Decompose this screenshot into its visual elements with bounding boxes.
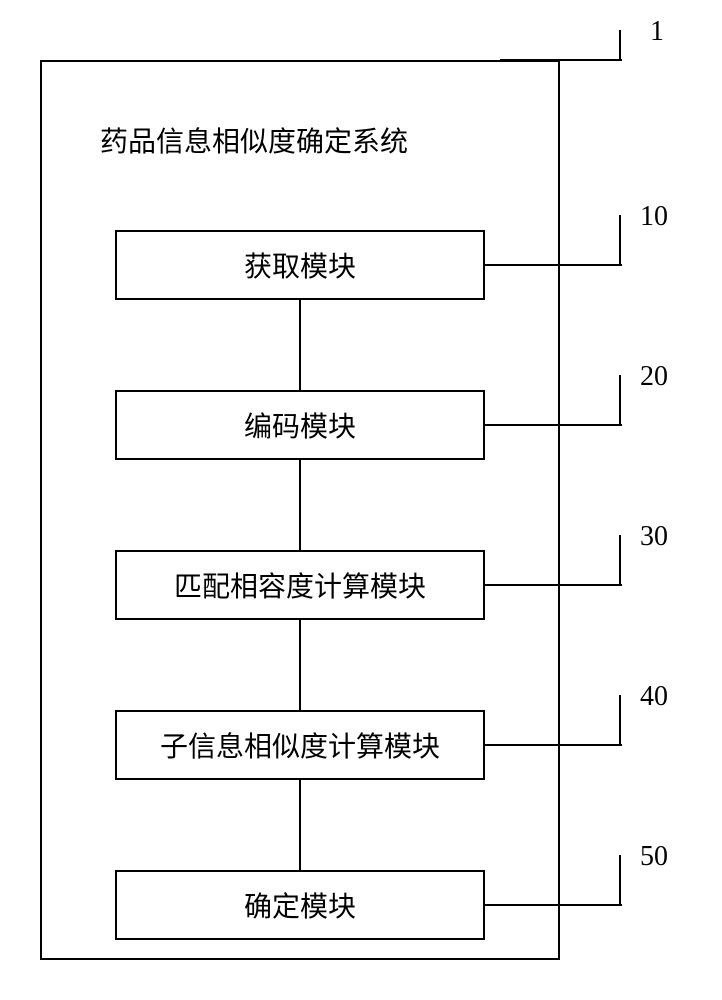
leader-line — [619, 855, 621, 905]
module-node: 获取模块 — [115, 230, 485, 300]
module-label: 获取模块 — [244, 245, 356, 285]
reference-number: 10 — [640, 201, 668, 233]
reference-number: 30 — [640, 521, 668, 553]
reference-number: 50 — [640, 841, 668, 873]
module-node: 子信息相似度计算模块 — [115, 710, 485, 780]
connector-line — [299, 300, 301, 390]
reference-number: 20 — [640, 361, 668, 393]
module-label: 子信息相似度计算模块 — [160, 725, 440, 765]
module-node: 匹配相容度计算模块 — [115, 550, 485, 620]
leader-line — [485, 424, 622, 426]
connector-line — [299, 620, 301, 710]
diagram-canvas: 药品信息相似度确定系统获取模块编码模块匹配相容度计算模块子信息相似度计算模块确定… — [0, 0, 722, 1000]
module-node: 编码模块 — [115, 390, 485, 460]
leader-line — [485, 264, 622, 266]
leader-line — [485, 904, 622, 906]
leader-line — [619, 695, 621, 745]
reference-number: 40 — [640, 681, 668, 713]
leader-line — [619, 30, 621, 60]
module-label: 编码模块 — [244, 405, 356, 445]
leader-line — [619, 375, 621, 425]
module-node: 确定模块 — [115, 870, 485, 940]
reference-number: 1 — [650, 16, 664, 48]
leader-line — [500, 59, 622, 61]
leader-line — [485, 584, 622, 586]
leader-line — [619, 215, 621, 265]
module-label: 确定模块 — [244, 885, 356, 925]
connector-line — [299, 460, 301, 550]
module-label: 匹配相容度计算模块 — [174, 565, 426, 605]
leader-line — [485, 744, 622, 746]
system-title: 药品信息相似度确定系统 — [100, 120, 408, 160]
leader-line — [619, 535, 621, 585]
connector-line — [299, 780, 301, 870]
